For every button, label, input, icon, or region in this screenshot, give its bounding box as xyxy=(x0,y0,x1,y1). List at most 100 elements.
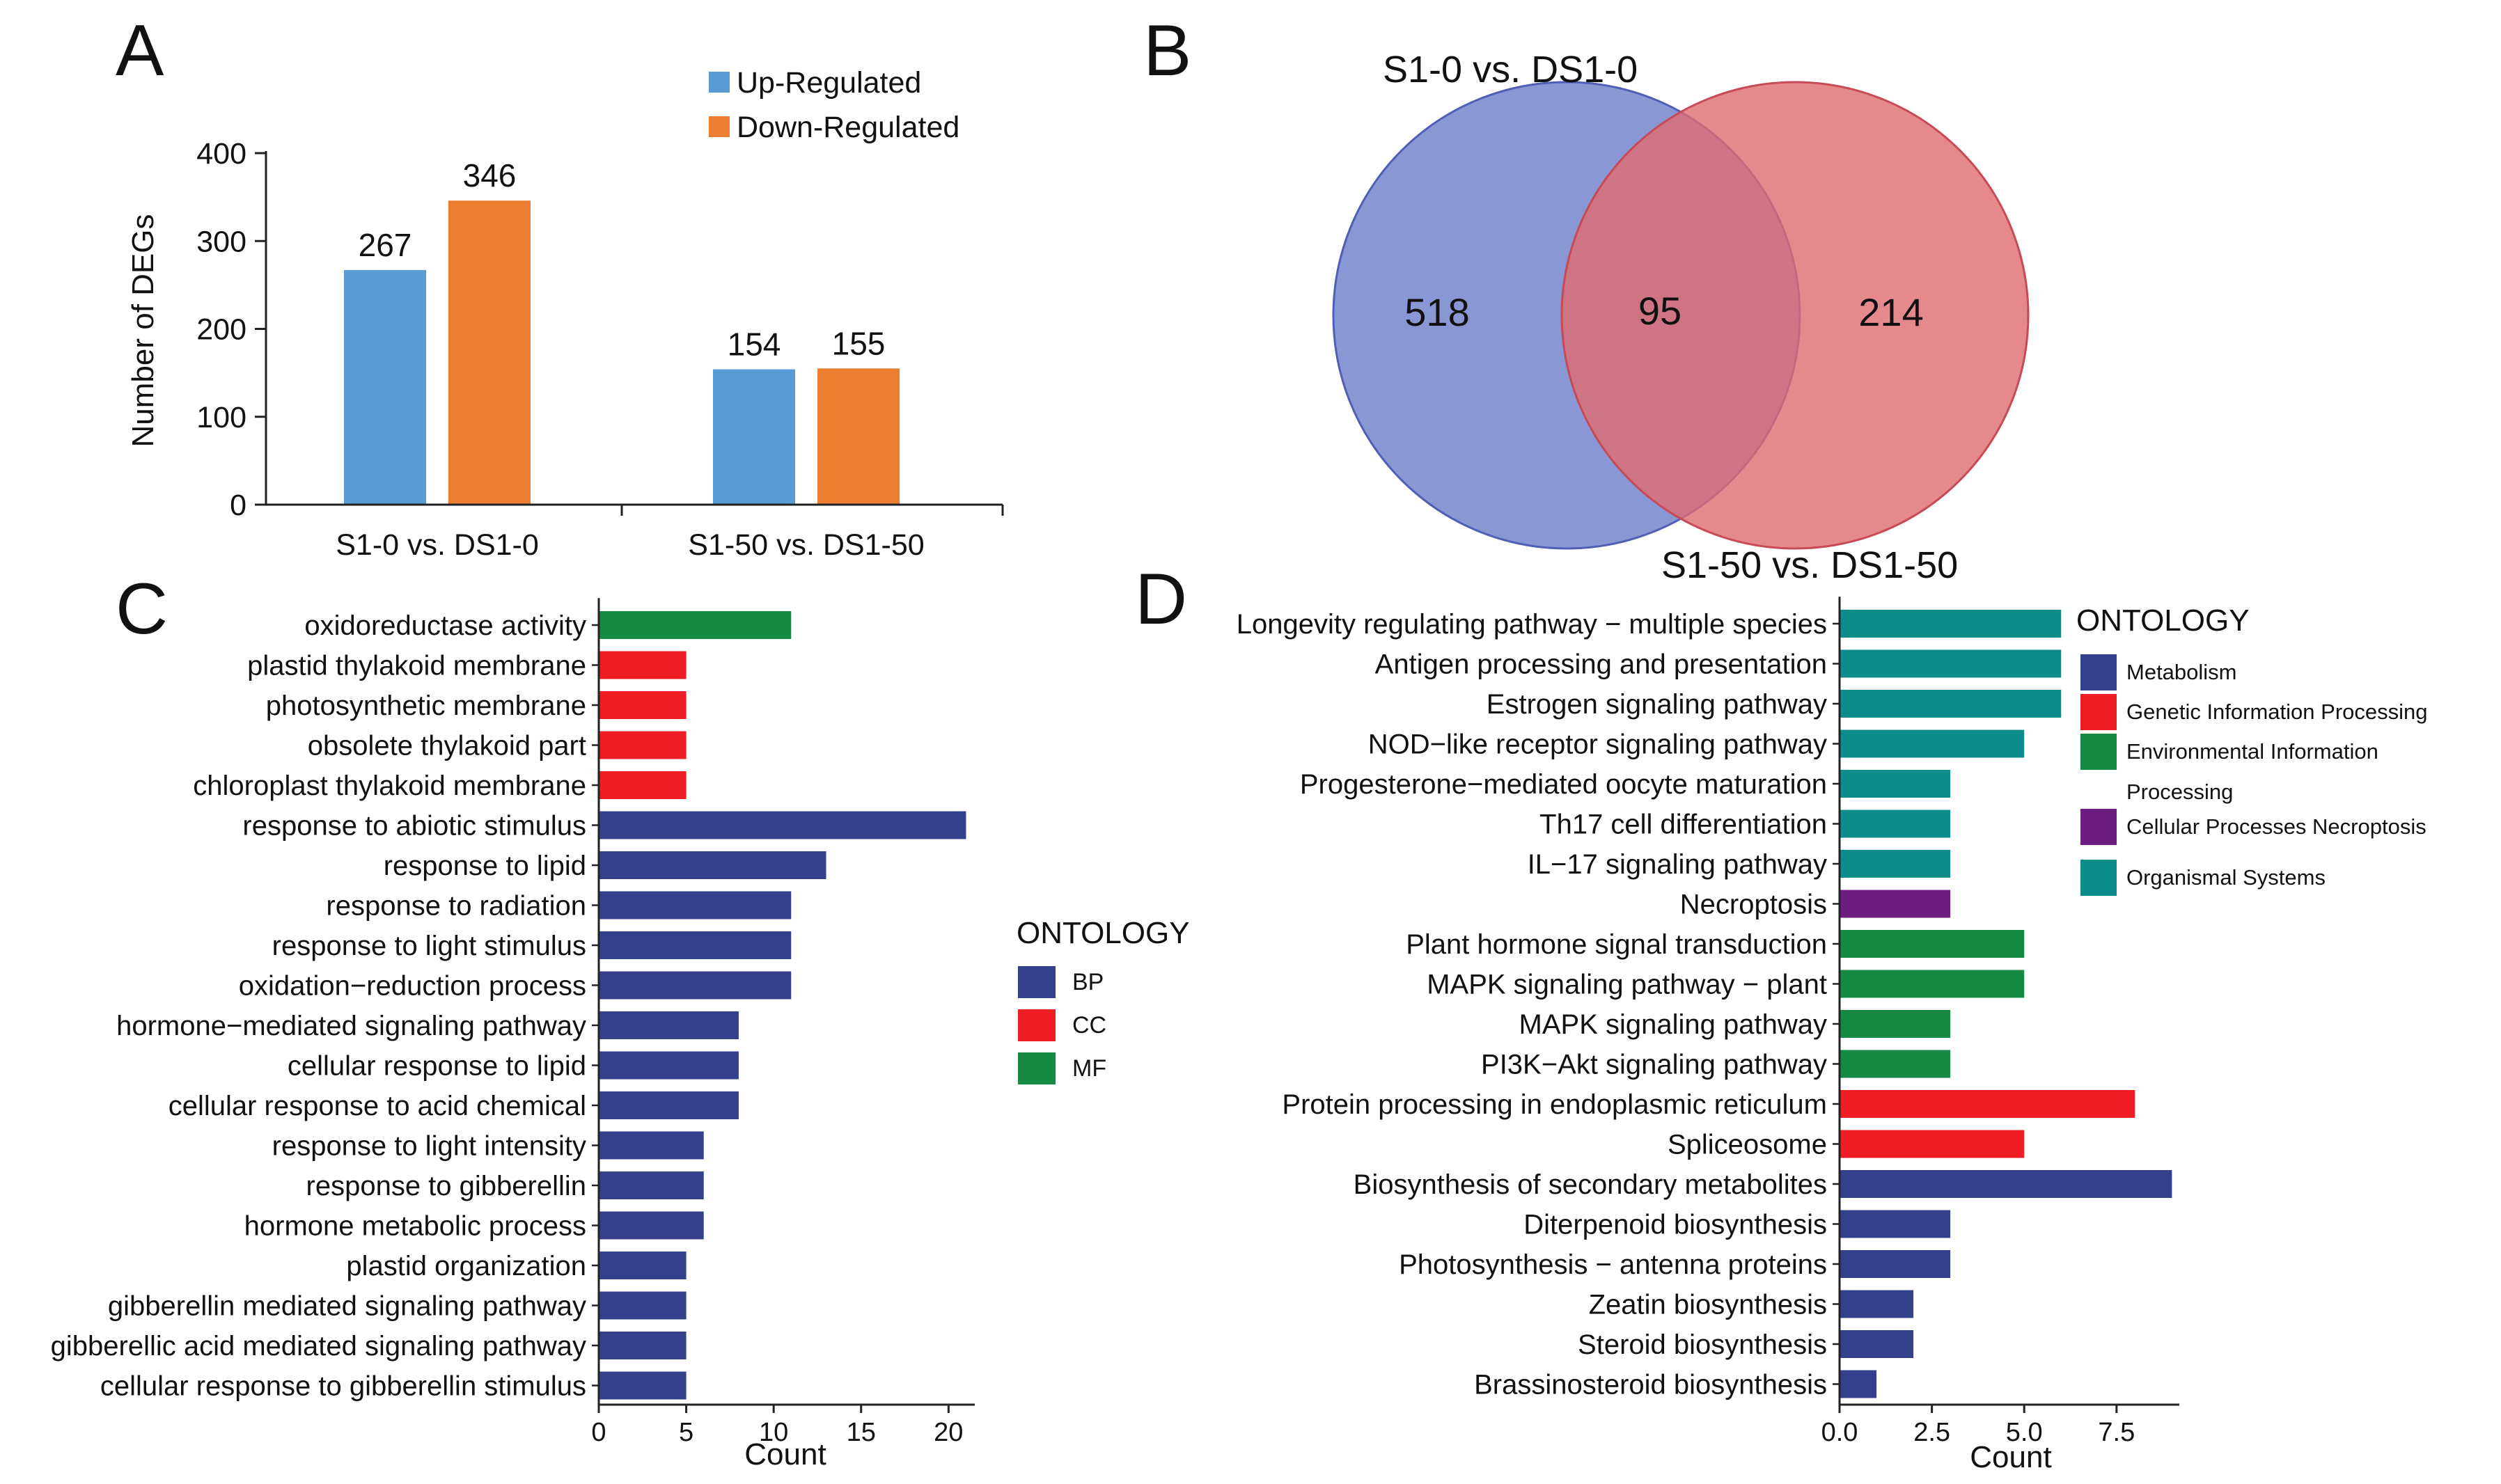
bar-response-to-light-intensity xyxy=(599,1131,704,1160)
bar-estrogen-signaling-pathway xyxy=(1840,690,2062,718)
legend-label-cellular-processes-necroptosis: Cellular Processes Necroptosis xyxy=(2126,814,2426,839)
y-label-response-to-radiation: response to radiation xyxy=(326,891,586,922)
y-label-diterpenoid-biosynthesis: Diterpenoid biosynthesis xyxy=(1523,1210,1827,1240)
y-tick-label-400: 400 xyxy=(196,137,246,171)
panel-d-x-axis-title: Count xyxy=(1970,1440,2051,1474)
x-tick-label-1: 2.5 xyxy=(1913,1418,1950,1447)
bar-up-regulated-s1-50-vs-ds1-50 xyxy=(713,369,795,505)
bar-chloroplast-thylakoid-membrane xyxy=(599,771,687,799)
y-label-cellular-response-to-gibberellin-stimulus: cellular response to gibberellin stimulu… xyxy=(100,1371,586,1402)
panel-a-axes: S1-0 vs. DS1-0 S1-50 vs. DS1-50 0 100 200 300… xyxy=(196,137,1004,562)
y-label-chloroplast-thylakoid-membrane: chloroplast thylakoid membrane xyxy=(193,771,586,801)
legend-swatch-cc xyxy=(1018,1009,1056,1041)
venn-set-label-s1-0: S1-0 vs. DS1-0 xyxy=(1383,49,1638,90)
y-tick-label-300: 300 xyxy=(196,225,246,258)
panel-a-bars: 267 346 154 155 xyxy=(344,157,900,505)
bar-brassinosteroid-biosynthesis xyxy=(1840,1370,1877,1398)
legend-swatch-down-regulated xyxy=(709,116,730,137)
venn-circle-s1-50 xyxy=(1560,81,2030,550)
panel-label-b: B xyxy=(1143,10,1191,91)
venn-count-s1-50-only: 214 xyxy=(1858,290,1923,334)
bar-nod-like-receptor-signaling-pathway xyxy=(1840,729,2025,758)
y-label-gibberellic-acid-mediated-signaling-pathway: gibberellic acid mediated signaling path… xyxy=(51,1331,586,1361)
bar-photosynthetic-membrane xyxy=(599,691,687,719)
venn-count-intersection: 95 xyxy=(1638,289,1681,333)
y-label-spliceosome: Spliceosome xyxy=(1668,1130,1827,1160)
bar-cellular-response-to-lipid xyxy=(599,1051,739,1080)
bar-plant-hormone-signal-transduction xyxy=(1840,930,2025,958)
x-tick-label-0: 0 xyxy=(591,1418,606,1447)
y-label-oxidoreductase-activity: oxidoreductase activity xyxy=(304,610,586,641)
x-tick-label-1: 5 xyxy=(679,1418,693,1447)
bar-progesterone-mediated-oocyte-maturation xyxy=(1840,770,1951,798)
legend-label-down-regulated: Down-Regulated xyxy=(737,111,959,144)
venn-set-label-s1-50: S1-50 vs. DS1-50 xyxy=(1661,544,1958,586)
x-tick-label-0: 0.0 xyxy=(1821,1418,1858,1447)
bar-obsolete-thylakoid-part xyxy=(599,731,687,759)
bar-response-to-abiotic-stimulus xyxy=(599,811,966,839)
y-label-oxidation-reduction-process: oxidation−reduction process xyxy=(239,971,586,1002)
bar-response-to-gibberellin xyxy=(599,1171,704,1199)
x-tick-label-2: 10 xyxy=(759,1418,788,1447)
y-label-response-to-gibberellin: response to gibberellin xyxy=(306,1171,586,1201)
y-label-brassinosteroid-biosynthesis: Brassinosteroid biosynthesis xyxy=(1474,1370,1827,1400)
bar-down-regulated-s1-50-vs-ds1-50 xyxy=(817,368,900,505)
bar-pi3k-akt-signaling-pathway xyxy=(1840,1050,1951,1078)
bar-antigen-processing-and-presentation xyxy=(1840,649,2062,678)
panel-d-axes: Longevity regulating pathway − multiple … xyxy=(1237,597,2179,1447)
venn-count-s1-0-only: 518 xyxy=(1404,290,1469,334)
y-label-photosynthesis-antenna-proteins: Photosynthesis − antenna proteins xyxy=(1399,1249,1827,1280)
bar-zeatin-biosynthesis xyxy=(1840,1290,1914,1318)
legend-label-up-regulated: Up-Regulated xyxy=(737,66,921,100)
x-tick-label-2: 5.0 xyxy=(2006,1418,2043,1447)
panel-d-kegg-enrichment: Longevity regulating pathway − multiple … xyxy=(1237,597,2428,1474)
panel-c-legend: ONTOLOGY BP CC MF xyxy=(1017,916,1190,1084)
bar-cellular-response-to-acid-chemical xyxy=(599,1091,739,1119)
y-label-plant-hormone-signal-transduction: Plant hormone signal transduction xyxy=(1406,929,1827,960)
bar-response-to-light-stimulus xyxy=(599,931,792,959)
y-label-necroptosis: Necroptosis xyxy=(1680,890,1827,920)
x-tick-label-4: 20 xyxy=(934,1418,963,1447)
bar-gibberellin-mediated-signaling-pathway xyxy=(599,1291,687,1320)
bar-gibberellic-acid-mediated-signaling-pathway xyxy=(599,1332,687,1359)
panel-b-venn-diagram: S1-0 vs. DS1-0 S1-50 vs. DS1-50 518 95 2… xyxy=(1332,49,2030,586)
panel-label-c: C xyxy=(116,569,168,649)
y-label-response-to-light-stimulus: response to light stimulus xyxy=(272,931,586,961)
y-label-hormone-metabolic-process: hormone metabolic process xyxy=(244,1211,586,1242)
panel-d-legend-title: ONTOLOGY xyxy=(2076,603,2250,638)
bar-response-to-radiation xyxy=(599,891,792,919)
panel-d-bars xyxy=(1840,610,2172,1398)
x-tick-label-s1-0-vs-ds1-0: S1-0 vs. DS1-0 xyxy=(336,528,539,562)
bar-up-regulated-s1-0-vs-ds1-0 xyxy=(344,269,426,505)
legend-label-organismal-systems: Organismal Systems xyxy=(2126,865,2326,890)
y-tick-label-100: 100 xyxy=(196,401,246,434)
y-label-photosynthetic-membrane: photosynthetic membrane xyxy=(266,690,586,721)
bar-mapk-signaling-pathway xyxy=(1840,1010,1951,1038)
panel-c-legend-title: ONTOLOGY xyxy=(1017,916,1190,950)
bar-longevity-regulating-pathway-multiple-species xyxy=(1840,610,2062,638)
bar-protein-processing-in-endoplasmic-reticulum xyxy=(1840,1090,2135,1118)
y-label-steroid-biosynthesis: Steroid biosynthesis xyxy=(1578,1329,1827,1360)
legend-label-metabolism: Metabolism xyxy=(2126,660,2237,684)
legend-swatch-genetic-information-processing xyxy=(2080,694,2117,730)
panel-c-bars xyxy=(599,611,966,1400)
y-label-mapk-signaling-pathway-plant: MAPK signaling pathway − plant xyxy=(1427,970,1827,1000)
legend-label-processing: Processing xyxy=(2126,780,2233,804)
bar-photosynthesis-antenna-proteins xyxy=(1840,1250,1951,1278)
bar-th17-cell-differentiation xyxy=(1840,810,1951,838)
panel-a-bar-chart: 267 346 154 155 S1-0 vs. DS1-0 S1-50 vs. DS1… xyxy=(126,66,1004,562)
y-label-cellular-response-to-acid-chemical: cellular response to acid chemical xyxy=(168,1091,586,1121)
panel-a-legend: Up-Regulated Down-Regulated xyxy=(709,66,959,144)
y-tick-label-0: 0 xyxy=(230,489,246,522)
y-label-response-to-lipid: response to lipid xyxy=(384,851,586,881)
x-tick-label-3: 15 xyxy=(847,1418,876,1447)
y-label-antigen-processing-and-presentation: Antigen processing and presentation xyxy=(1375,649,1827,680)
y-label-estrogen-signaling-pathway: Estrogen signaling pathway xyxy=(1487,689,1827,720)
bar-il-17-signaling-pathway xyxy=(1840,850,1951,878)
panel-label-d: D xyxy=(1135,559,1187,640)
y-label-mapk-signaling-pathway: MAPK signaling pathway xyxy=(1519,1009,1827,1040)
bar-oxidoreductase-activity xyxy=(599,611,792,639)
legend-label-genetic-information-processing: Genetic Information Processing xyxy=(2126,700,2428,724)
x-tick-label-3: 7.5 xyxy=(2098,1418,2135,1447)
